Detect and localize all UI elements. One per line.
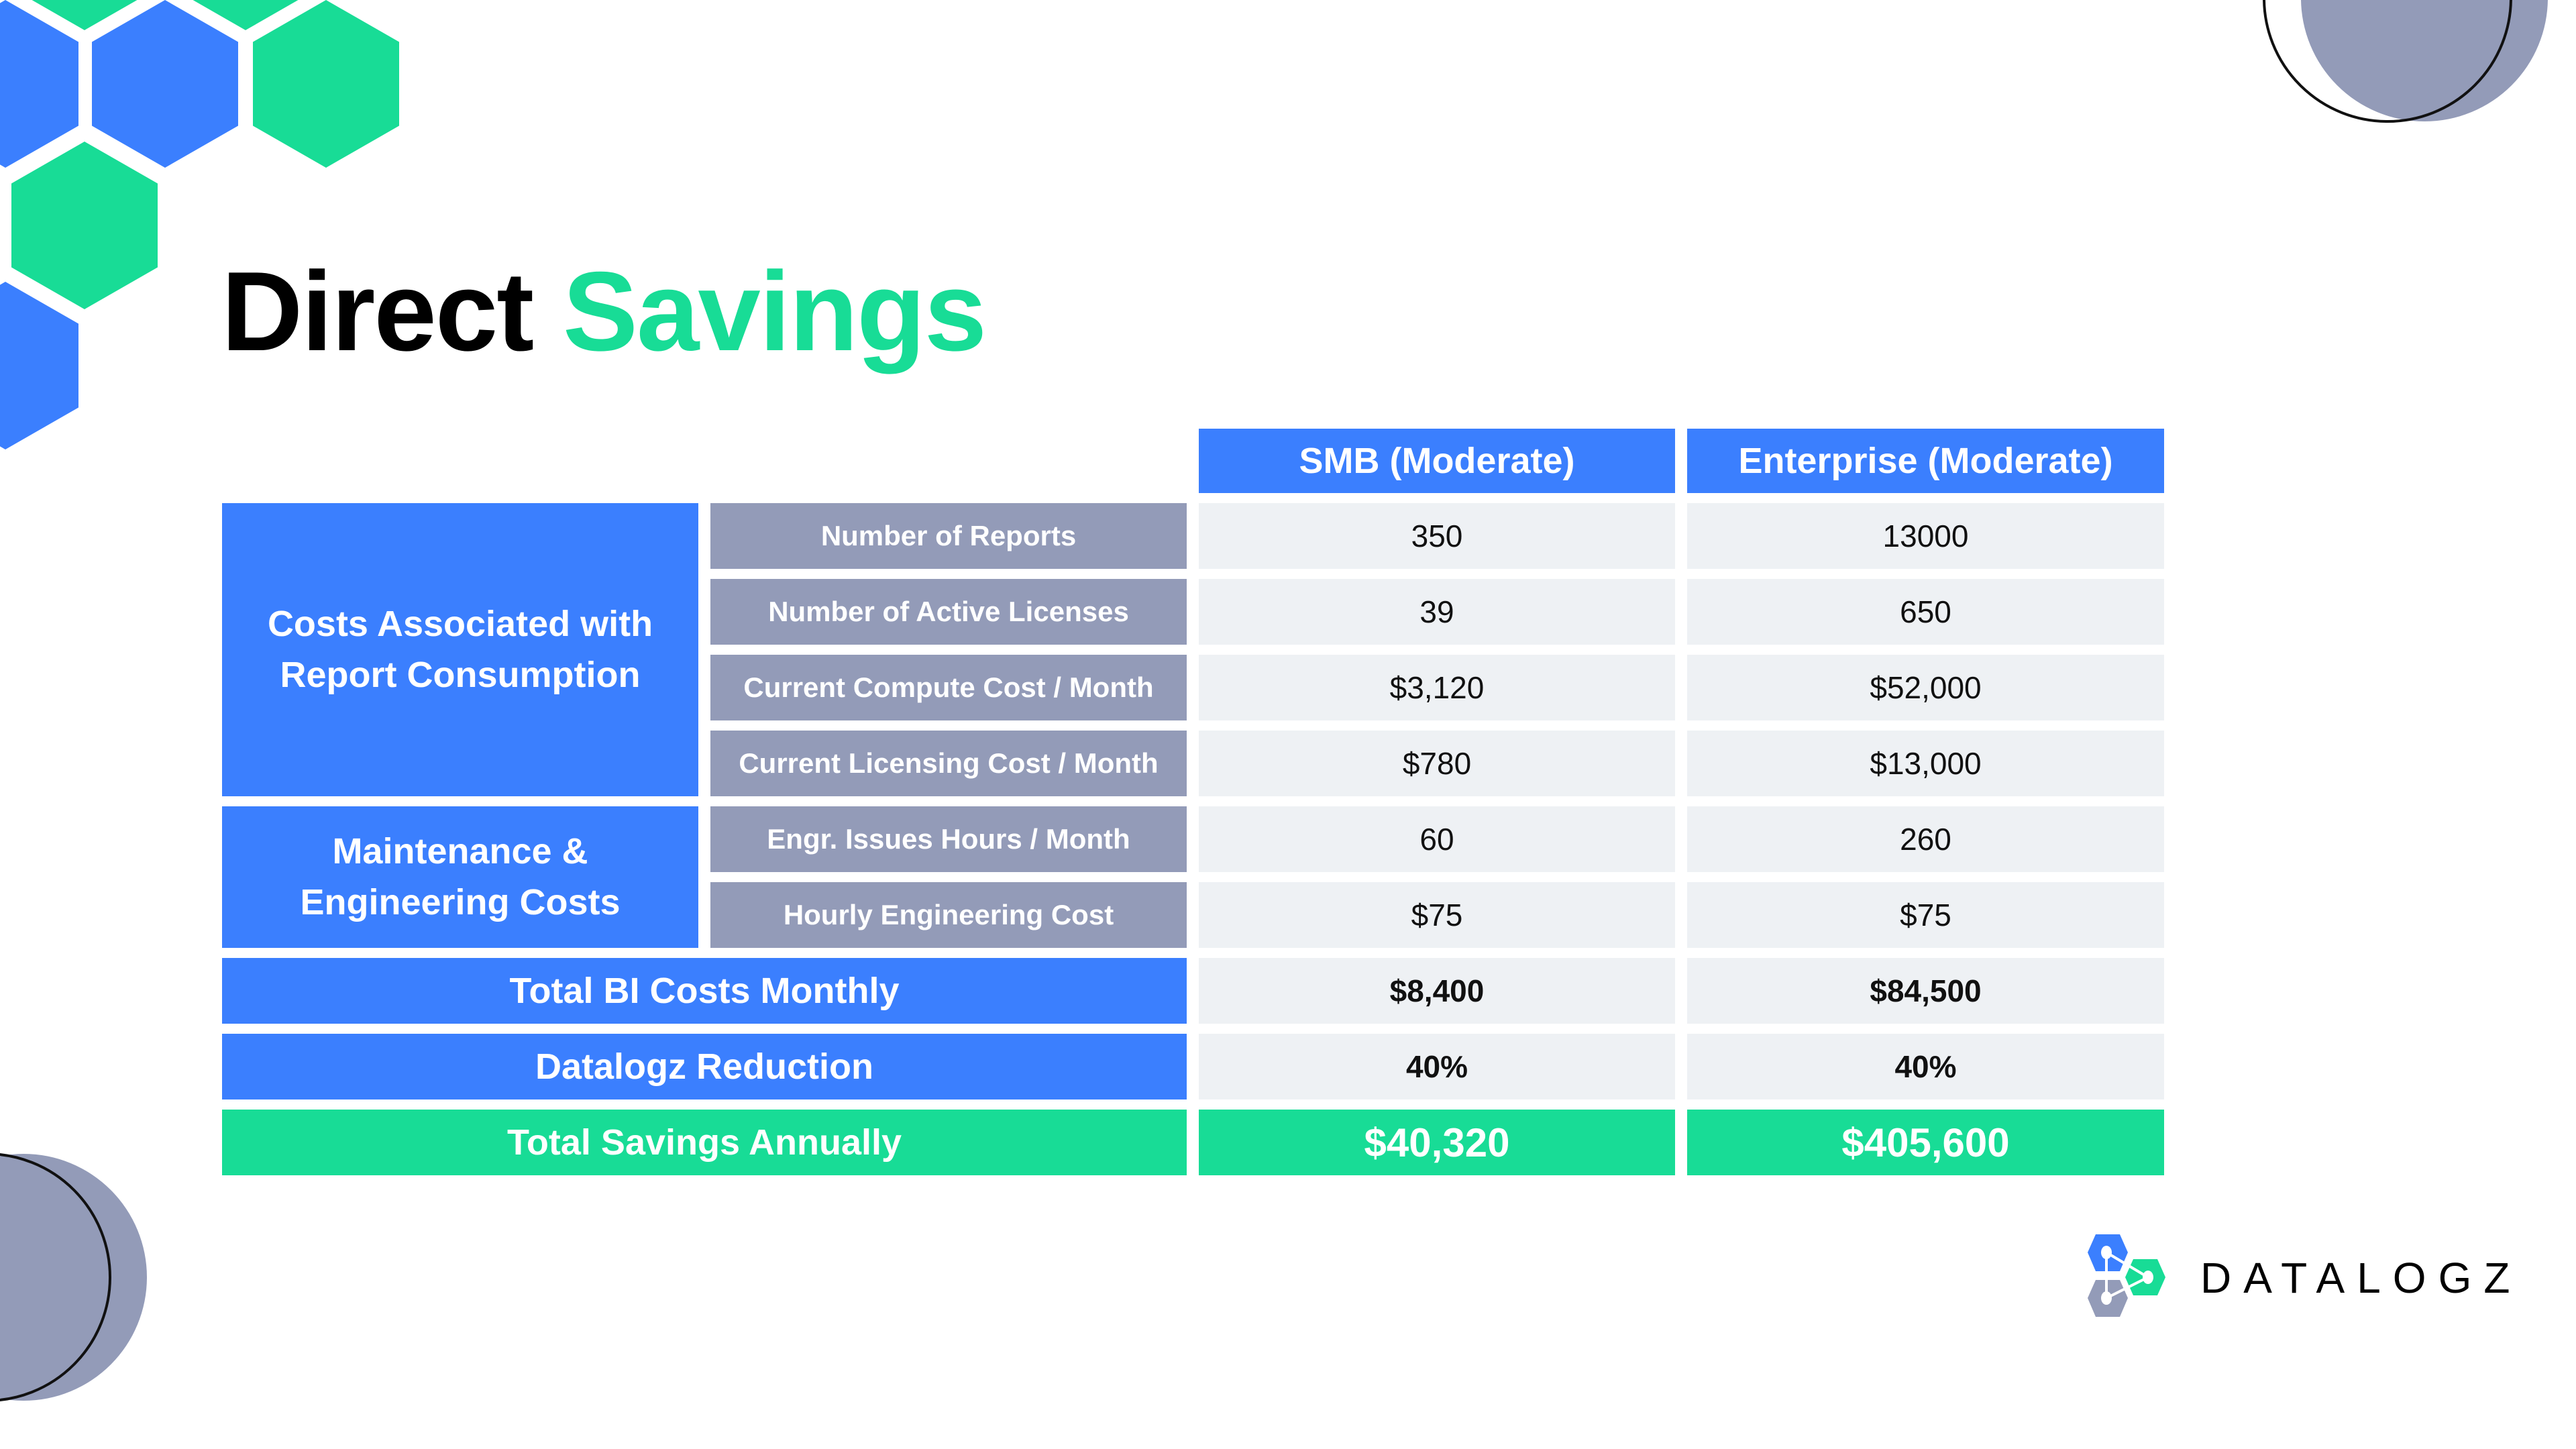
enterprise-value: $75 (1687, 882, 2164, 948)
datalogz-logo-icon (2088, 1234, 2165, 1317)
smb-total-value: 40% (1199, 1034, 1675, 1099)
hexagon (11, 142, 158, 309)
smb-value: 60 (1199, 806, 1675, 872)
smb-value: 350 (1199, 503, 1675, 569)
header-smb: SMB (Moderate) (1199, 429, 1675, 493)
hexagon (193, 0, 299, 30)
group-label-report-consumption: Costs Associated with Report Consumption (222, 503, 698, 796)
enterprise-total-value: 40% (1687, 1034, 2164, 1099)
datalogz-wordmark: DATALOGZ (2200, 1254, 2522, 1302)
group-label-maintenance: Maintenance & Engineering Costs (222, 806, 698, 948)
hexagon (32, 0, 138, 30)
smb-value: $780 (1199, 731, 1675, 796)
top-right-outline-circle (2263, 0, 2512, 123)
hexagon (0, 0, 78, 168)
smb-value: 39 (1199, 579, 1675, 645)
bottom-left-outline-circle (0, 1153, 111, 1401)
row-label: Hourly Engineering Cost (710, 882, 1187, 948)
bottom-left-filled-circle (0, 1154, 147, 1401)
row-label: Engr. Issues Hours / Month (710, 806, 1187, 872)
smb-total-value: $8,400 (1199, 958, 1675, 1024)
hexagon (92, 0, 238, 168)
enterprise-value: $13,000 (1687, 731, 2164, 796)
hexagon-pattern (0, 0, 399, 449)
enterprise-total-value: $84,500 (1687, 958, 2164, 1024)
page-title: Direct Savings (221, 255, 987, 368)
row-label: Current Licensing Cost / Month (710, 731, 1187, 796)
datalogz-logo: DATALOGZ (2086, 1231, 2522, 1325)
title-word-direct: Direct (221, 248, 534, 374)
smb-value: $75 (1199, 882, 1675, 948)
enterprise-value: 13000 (1687, 503, 2164, 569)
hexagon (253, 0, 399, 168)
enterprise-value: $52,000 (1687, 655, 2164, 720)
row-label: Number of Active Licenses (710, 579, 1187, 645)
header-enterprise: Enterprise (Moderate) (1687, 429, 2164, 493)
hexagon (0, 282, 78, 449)
row-label: Number of Reports (710, 503, 1187, 569)
enterprise-total-value: $405,600 (1687, 1110, 2164, 1175)
total-row-label: Datalogz Reduction (222, 1034, 1187, 1099)
row-label: Current Compute Cost / Month (710, 655, 1187, 720)
top-right-filled-circle (2301, 0, 2548, 121)
total-row-label: Total Savings Annually (222, 1110, 1187, 1175)
title-word-savings: Savings (562, 248, 987, 374)
smb-total-value: $40,320 (1199, 1110, 1675, 1175)
enterprise-value: 260 (1687, 806, 2164, 872)
enterprise-value: 650 (1687, 579, 2164, 645)
smb-value: $3,120 (1199, 655, 1675, 720)
total-row-label: Total BI Costs Monthly (222, 958, 1187, 1024)
